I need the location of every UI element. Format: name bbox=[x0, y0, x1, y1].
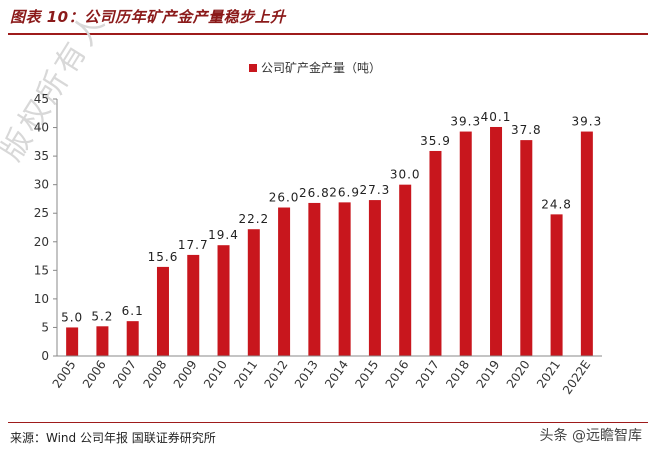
y-tick-label: 20 bbox=[34, 235, 49, 249]
bar bbox=[156, 266, 169, 356]
x-axis: 2005 2006 2007 2008 2009 2010 2011 2012 2013 2014… bbox=[50, 355, 602, 397]
bar bbox=[580, 131, 593, 356]
bar-value-label: 37.8 bbox=[511, 123, 542, 137]
x-tick-label: 2021 bbox=[534, 358, 563, 391]
y-tick-label: 15 bbox=[34, 263, 49, 277]
bar bbox=[308, 202, 321, 356]
y-tick-label: 0 bbox=[41, 349, 49, 363]
y-tick-label: 45 bbox=[34, 92, 49, 106]
x-tick-label: 2008 bbox=[140, 358, 169, 391]
y-tick-label: 30 bbox=[34, 178, 49, 192]
bar-chart: 公司矿产金产量（吨） 0 5 10 15 20 25 30 35 40 45 5.0 5.2 6.1 1… bbox=[34, 60, 603, 397]
bars bbox=[66, 126, 593, 357]
x-tick-label: 2009 bbox=[171, 358, 200, 391]
x-tick-label: 2022E bbox=[560, 358, 593, 397]
bar-value-label: 22.2 bbox=[238, 212, 269, 226]
x-tick-label: 2019 bbox=[473, 358, 502, 391]
bar bbox=[399, 184, 412, 356]
bar bbox=[66, 327, 79, 356]
x-tick-label: 2016 bbox=[383, 358, 412, 391]
bar-value-label: 40.1 bbox=[481, 110, 512, 124]
bar bbox=[338, 202, 351, 356]
bar-value-label: 17.7 bbox=[178, 238, 209, 252]
bar-value-label: 39.3 bbox=[450, 115, 481, 129]
bar bbox=[459, 131, 472, 356]
y-tick-label: 35 bbox=[34, 149, 49, 163]
figure-title: 图表 10：公司历年矿产金产量稳步上升 bbox=[10, 8, 286, 26]
x-tick-label: 2010 bbox=[201, 358, 230, 391]
bar-value-label: 27.3 bbox=[360, 183, 391, 197]
bar bbox=[247, 229, 260, 356]
title-divider bbox=[8, 33, 648, 35]
bar bbox=[126, 321, 139, 356]
bar bbox=[368, 200, 381, 356]
bar-value-label: 5.2 bbox=[91, 309, 113, 323]
x-tick-label: 2013 bbox=[292, 358, 321, 391]
bar-value-label: 6.1 bbox=[122, 304, 144, 318]
bar-value-label: 19.4 bbox=[208, 228, 239, 242]
x-tick-label: 2006 bbox=[80, 358, 109, 391]
bar-value-label: 26.8 bbox=[299, 186, 330, 200]
bar bbox=[96, 326, 109, 356]
footer-divider bbox=[8, 422, 648, 423]
bar-value-label: 39.3 bbox=[572, 115, 603, 129]
x-tick-label: 2020 bbox=[504, 358, 533, 391]
x-tick-label: 2012 bbox=[262, 358, 291, 391]
bar-value-label: 30.0 bbox=[390, 168, 421, 182]
x-tick-label: 2014 bbox=[322, 358, 351, 391]
bar-value-label: 26.9 bbox=[329, 185, 360, 199]
legend-label: 公司矿产金产量（吨） bbox=[261, 60, 381, 75]
bar bbox=[490, 126, 503, 357]
y-tick-label: 5 bbox=[41, 320, 49, 334]
x-tick-label: 2018 bbox=[443, 358, 472, 391]
bar-value-label: 24.8 bbox=[541, 197, 572, 211]
x-tick-label: 2015 bbox=[352, 358, 381, 391]
x-tick-label: 2011 bbox=[231, 358, 260, 391]
bar bbox=[520, 140, 533, 356]
x-tick-label: 2017 bbox=[413, 358, 442, 391]
x-tick-label: 2007 bbox=[110, 358, 139, 391]
value-labels: 5.0 5.2 6.1 15.617.719.4 22.226.0 26.8 26.9 27.… bbox=[61, 110, 603, 324]
y-tick-label: 10 bbox=[34, 292, 49, 306]
bar bbox=[429, 150, 442, 356]
bar bbox=[187, 254, 200, 356]
x-tick-label: 2005 bbox=[50, 358, 79, 391]
y-tick-label: 25 bbox=[34, 206, 49, 220]
legend-swatch bbox=[249, 64, 257, 72]
bar-value-label: 15.6 bbox=[148, 250, 179, 264]
chart-legend: 公司矿产金产量（吨） bbox=[249, 60, 381, 75]
y-tick-label: 40 bbox=[34, 121, 49, 135]
bar-value-label: 35.9 bbox=[420, 134, 451, 148]
bar-value-label: 5.0 bbox=[61, 310, 83, 324]
y-axis: 0 5 10 15 20 25 30 35 40 45 bbox=[34, 92, 58, 363]
bar bbox=[278, 207, 291, 356]
source-note: 来源：Wind 公司年报 国联证券研究所 bbox=[10, 431, 216, 445]
bar bbox=[550, 214, 563, 356]
bar bbox=[217, 245, 230, 356]
bar-value-label: 26.0 bbox=[269, 191, 300, 205]
footer-watermark: 头条 @远瞻智库 bbox=[539, 428, 642, 444]
